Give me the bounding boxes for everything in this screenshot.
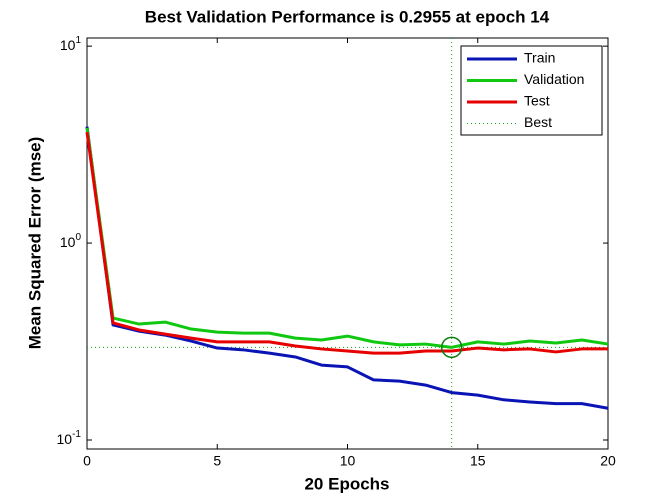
y-tick-label: 10-1 (57, 429, 82, 447)
y-tick-label: 100 (60, 232, 82, 250)
series-line (85, 126, 609, 410)
legend-label: Best (524, 114, 552, 130)
series-line (85, 131, 608, 355)
x-tick-label: 10 (340, 453, 356, 469)
x-axis-label: 20 Epochs (304, 474, 389, 493)
x-tick-label: 15 (470, 453, 486, 469)
x-tick-label: 20 (600, 453, 616, 469)
y-tick-label: 101 (60, 35, 82, 53)
legend-label: Test (524, 93, 550, 109)
x-tick-label: 0 (83, 453, 91, 469)
series-line (85, 127, 609, 349)
legend-box (460, 45, 603, 136)
x-tick-label: 5 (213, 453, 221, 469)
y-axis-label: Mean Squared Error (mse) (25, 137, 44, 350)
chart-title: Best Validation Performance is 0.2955 at… (145, 7, 550, 26)
legend-label: Train (524, 50, 555, 66)
best-marker (440, 336, 463, 359)
legend-label: Validation (524, 71, 584, 87)
